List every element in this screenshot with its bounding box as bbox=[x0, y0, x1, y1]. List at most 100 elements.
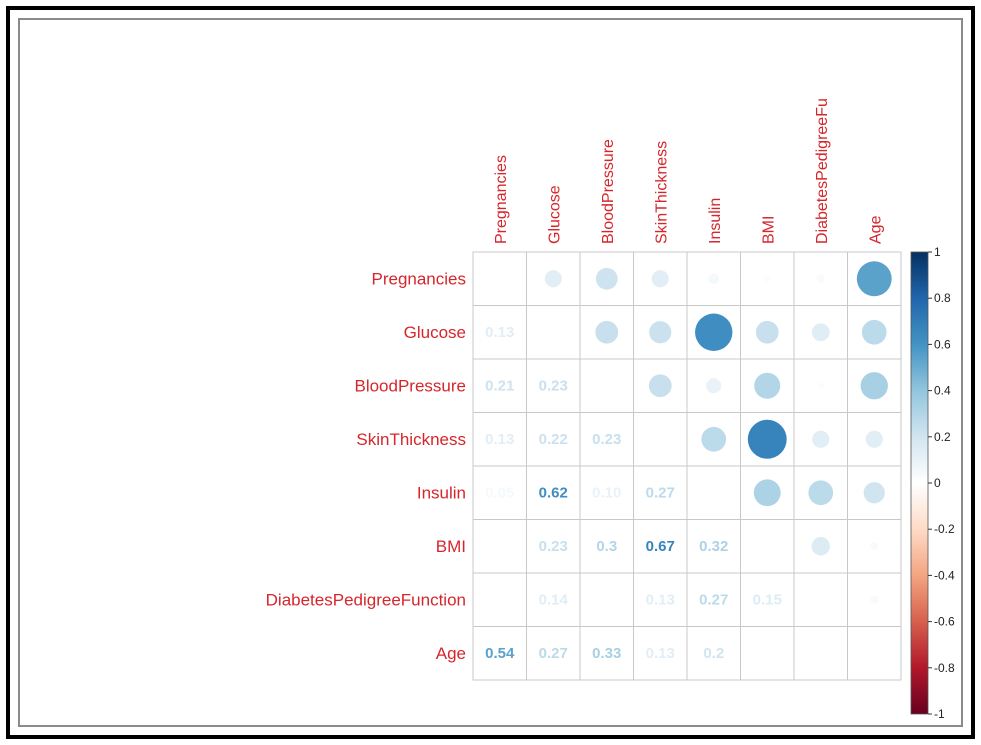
correlation-circle bbox=[753, 479, 781, 507]
grid-cell bbox=[579, 358, 634, 413]
correlation-circle bbox=[870, 595, 879, 604]
correlation-circle bbox=[544, 270, 562, 288]
correlation-circle bbox=[649, 321, 672, 344]
colorbar-tick-label: -0.4 bbox=[934, 568, 955, 582]
correlation-circle bbox=[817, 382, 825, 390]
colorbar-tick-label: 0.8 bbox=[934, 291, 951, 305]
correlation-value: 0.33 bbox=[592, 645, 621, 662]
column-label: Pregnancies bbox=[493, 155, 510, 244]
row-label: Glucose bbox=[404, 323, 466, 342]
correlation-value: 0.21 bbox=[485, 377, 514, 394]
row-label: BMI bbox=[436, 537, 466, 556]
row-label: Insulin bbox=[417, 483, 466, 502]
grid-cell bbox=[472, 465, 527, 520]
row-label: Age bbox=[436, 644, 466, 663]
color-legend: 1 0.8 0.6 0.4 0.2 0 -0.2 -0.4 -0.6 -0.8 -1 bbox=[910, 245, 955, 721]
row-label: BloodPressure bbox=[354, 376, 466, 395]
row-label: DiabetesPedigreeFunction bbox=[266, 590, 466, 609]
correlation-circle bbox=[812, 430, 830, 448]
correlation-circle bbox=[595, 267, 618, 290]
correlation-circle bbox=[861, 319, 887, 345]
grid-cell bbox=[472, 519, 527, 574]
correlation-value: 0.13 bbox=[485, 431, 514, 448]
correlation-circle bbox=[701, 426, 727, 452]
grid-cell bbox=[526, 465, 581, 520]
grid-cell bbox=[633, 412, 688, 467]
column-label: Glucose bbox=[546, 185, 563, 244]
grid-cell bbox=[472, 412, 527, 467]
colorbar-tick-label: 0 bbox=[934, 476, 941, 490]
column-labels: Pregnancies Glucose BloodPressure SkinThick… bbox=[493, 98, 885, 244]
colorbar-tick-label: -0.8 bbox=[934, 661, 955, 675]
grid-cell bbox=[740, 626, 795, 681]
correlation-value: 0.54 bbox=[485, 645, 515, 662]
colorbar bbox=[910, 251, 929, 715]
correlation-circle bbox=[811, 537, 830, 556]
correlation-value: 0.10 bbox=[592, 484, 621, 501]
grid-cell bbox=[579, 572, 634, 627]
colorbar-tick-label: -0.2 bbox=[934, 522, 955, 536]
colorbar-tick-label: 1 bbox=[934, 245, 941, 259]
colorbar-tick-label: 0.2 bbox=[934, 430, 951, 444]
grid-cell bbox=[472, 251, 527, 306]
correlation-circle bbox=[747, 419, 787, 459]
grid-cell bbox=[686, 412, 741, 467]
grid-cell bbox=[472, 626, 527, 681]
correlation-circle bbox=[755, 320, 779, 344]
grid-cell bbox=[472, 358, 527, 413]
row-labels: Pregnancies Glucose BloodPressure SkinThick… bbox=[266, 269, 466, 663]
correlation-circle bbox=[763, 275, 771, 283]
correlation-value: 0.13 bbox=[646, 645, 675, 662]
grid-cell bbox=[793, 626, 848, 681]
correlation-circle bbox=[816, 274, 825, 283]
correlation-value: 0.23 bbox=[592, 431, 621, 448]
grid-cell bbox=[579, 465, 634, 520]
grid-cell bbox=[740, 572, 795, 627]
correlation-value: 0.27 bbox=[699, 591, 728, 608]
grid-cell bbox=[686, 465, 741, 520]
correlation-circle bbox=[708, 273, 720, 285]
correlation-value: 0.27 bbox=[539, 645, 568, 662]
correlation-value: 0.14 bbox=[539, 591, 569, 608]
colorbar-tick-label: 0.6 bbox=[934, 337, 951, 351]
grid-cell bbox=[526, 626, 581, 681]
grid-layer bbox=[472, 251, 902, 681]
outer-frame bbox=[6, 6, 975, 739]
grid-cell bbox=[472, 305, 527, 360]
correlation-value: 0.05 bbox=[485, 484, 514, 501]
correlation-value: 0.22 bbox=[539, 431, 568, 448]
correlation-value: 0.13 bbox=[646, 591, 675, 608]
marks-layer: 0.13 0.21 0.23 0.13 0.22 0.23 0.05 0.62 0.10 0.27… bbox=[485, 261, 892, 662]
colorbar-tick-label: -1 bbox=[934, 707, 945, 721]
correlation-circle bbox=[870, 542, 879, 551]
correlation-value: 0.15 bbox=[753, 591, 782, 608]
correlation-circle bbox=[860, 372, 888, 400]
grid-cell bbox=[526, 305, 581, 360]
colorbar-tick-label: 0.4 bbox=[934, 384, 951, 398]
correlation-value: 0.62 bbox=[539, 484, 568, 501]
grid-cell bbox=[526, 358, 581, 413]
correlation-value: 0.2 bbox=[703, 645, 724, 662]
grid-cell bbox=[793, 572, 848, 627]
grid-cell bbox=[740, 519, 795, 574]
correlation-value: 0.23 bbox=[539, 538, 568, 555]
grid-cell bbox=[579, 626, 634, 681]
correlation-circle bbox=[754, 372, 781, 399]
grid-cell bbox=[633, 519, 688, 574]
row-label: SkinThickness bbox=[356, 430, 466, 449]
correlation-circle bbox=[811, 323, 830, 342]
grid-cell bbox=[633, 626, 688, 681]
column-label: BloodPressure bbox=[600, 139, 617, 244]
column-label: BMI bbox=[760, 216, 777, 244]
grid-cell bbox=[793, 465, 848, 520]
correlation-value: 0.13 bbox=[485, 324, 514, 341]
correlation-circle bbox=[595, 320, 619, 344]
correlation-value: 0.3 bbox=[596, 538, 617, 555]
grid-cell bbox=[847, 626, 902, 681]
row-label: Pregnancies bbox=[371, 269, 466, 288]
grid-cell bbox=[472, 572, 527, 627]
correlation-circle bbox=[863, 482, 885, 504]
correlation-circle bbox=[865, 430, 883, 448]
colorbar-tick-label: -0.6 bbox=[934, 615, 955, 629]
